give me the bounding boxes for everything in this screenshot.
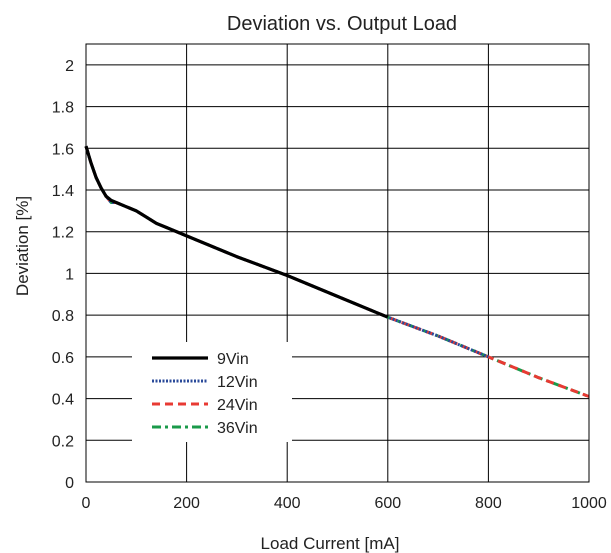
y-tick-label-2: 0.4 xyxy=(52,392,74,409)
legend-label-36vin: 36Vin xyxy=(217,420,258,437)
y-tick-label-0: 0 xyxy=(65,475,74,492)
y-axis-label: Deviation [%] xyxy=(13,196,32,296)
x-tick-label-4: 800 xyxy=(475,495,502,512)
legend-label-9vin: 9Vin xyxy=(217,351,249,368)
legend-label-24vin: 24Vin xyxy=(217,397,258,414)
y-tick-label-7: 1.4 xyxy=(52,183,74,200)
chart-title: Deviation vs. Output Load xyxy=(227,13,457,35)
x-axis-label: Load Current [mA] xyxy=(261,534,400,553)
series-layer xyxy=(84,145,590,398)
legend-label-12vin: 12Vin xyxy=(217,374,258,391)
y-tick-label-5: 1 xyxy=(65,266,74,283)
y-tick-label-10: 2 xyxy=(65,58,74,75)
y-tick-label-1: 0.2 xyxy=(52,433,74,450)
x-tick-label-5: 1000 xyxy=(571,495,607,512)
y-tick-label-4: 0.8 xyxy=(52,308,74,325)
x-tick-label-2: 400 xyxy=(274,495,301,512)
x-tick-label-3: 600 xyxy=(374,495,401,512)
y-tick-label-8: 1.6 xyxy=(52,141,74,158)
plot-frame xyxy=(85,43,590,483)
y-tick-labels: 0 0.2 0.4 0.6 0.8 1 1.2 1.4 1.6 1.8 2 xyxy=(52,58,74,492)
x-tick-label-1: 200 xyxy=(173,495,200,512)
y-tick-label-3: 0.6 xyxy=(52,350,74,367)
y-tick-label-9: 1.8 xyxy=(52,100,74,117)
series-line-9vin xyxy=(84,145,389,319)
y-tick-label-6: 1.2 xyxy=(52,225,74,242)
x-tick-label-0: 0 xyxy=(82,495,91,512)
legend: 9Vin 12Vin 24Vin 36Vin xyxy=(132,342,292,442)
x-tick-labels: 0 200 400 600 800 1000 xyxy=(82,495,607,512)
